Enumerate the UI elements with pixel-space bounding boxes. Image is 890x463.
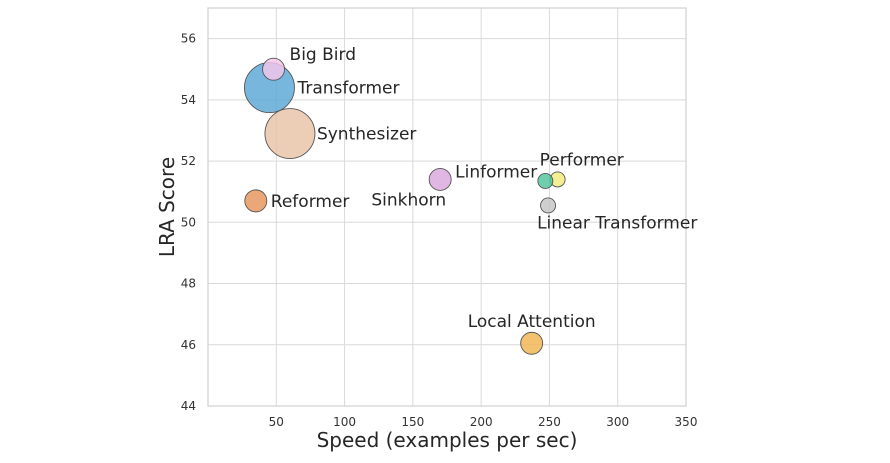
x-tick-label: 100 <box>333 415 356 429</box>
plot-frame <box>207 7 687 407</box>
y-tick-label: 48 <box>181 277 196 291</box>
x-tick-label: 150 <box>401 415 424 429</box>
y-axis-label: LRA Score <box>155 157 179 257</box>
data-point <box>264 108 316 159</box>
point-label: Reformer <box>271 192 350 212</box>
point-label: Transformer <box>296 79 399 99</box>
point-label: Synthesizer <box>317 125 416 145</box>
point-label: Local Attention <box>468 312 596 332</box>
point-label: Big Bird <box>290 45 356 65</box>
y-tick-label: 46 <box>181 338 196 352</box>
data-point <box>428 167 452 191</box>
point-label: Performer <box>540 150 624 170</box>
point-labels: Big Bird Transformer Synthesizer Reformer Li… <box>271 45 698 332</box>
x-tick-label: 200 <box>470 415 493 429</box>
y-tick-label: 44 <box>181 399 196 413</box>
y-tick-label: 56 <box>181 32 196 46</box>
data-point <box>262 57 286 81</box>
x-tick-label: 250 <box>538 415 561 429</box>
y-tick-label: 52 <box>181 154 196 168</box>
data-point <box>537 173 554 189</box>
data-point <box>540 197 557 214</box>
y-tick-label: 50 <box>181 215 196 229</box>
y-tick-label: 54 <box>181 93 196 107</box>
point-label: Sinkhorn <box>371 190 446 210</box>
point-label: Linformer <box>455 162 537 182</box>
data-point <box>520 331 544 355</box>
data-points <box>244 57 566 355</box>
y-axis-ticks: 44 46 48 50 52 54 56 <box>181 32 196 413</box>
point-label: Linear Transformer <box>537 213 697 233</box>
x-axis-label: Speed (examples per sec) <box>317 428 578 452</box>
x-axis-ticks: 50 100 150 200 250 300 350 <box>269 415 698 429</box>
x-tick-label: 50 <box>269 415 284 429</box>
data-point <box>244 189 268 213</box>
x-tick-label: 300 <box>606 415 629 429</box>
x-tick-label: 350 <box>675 415 698 429</box>
